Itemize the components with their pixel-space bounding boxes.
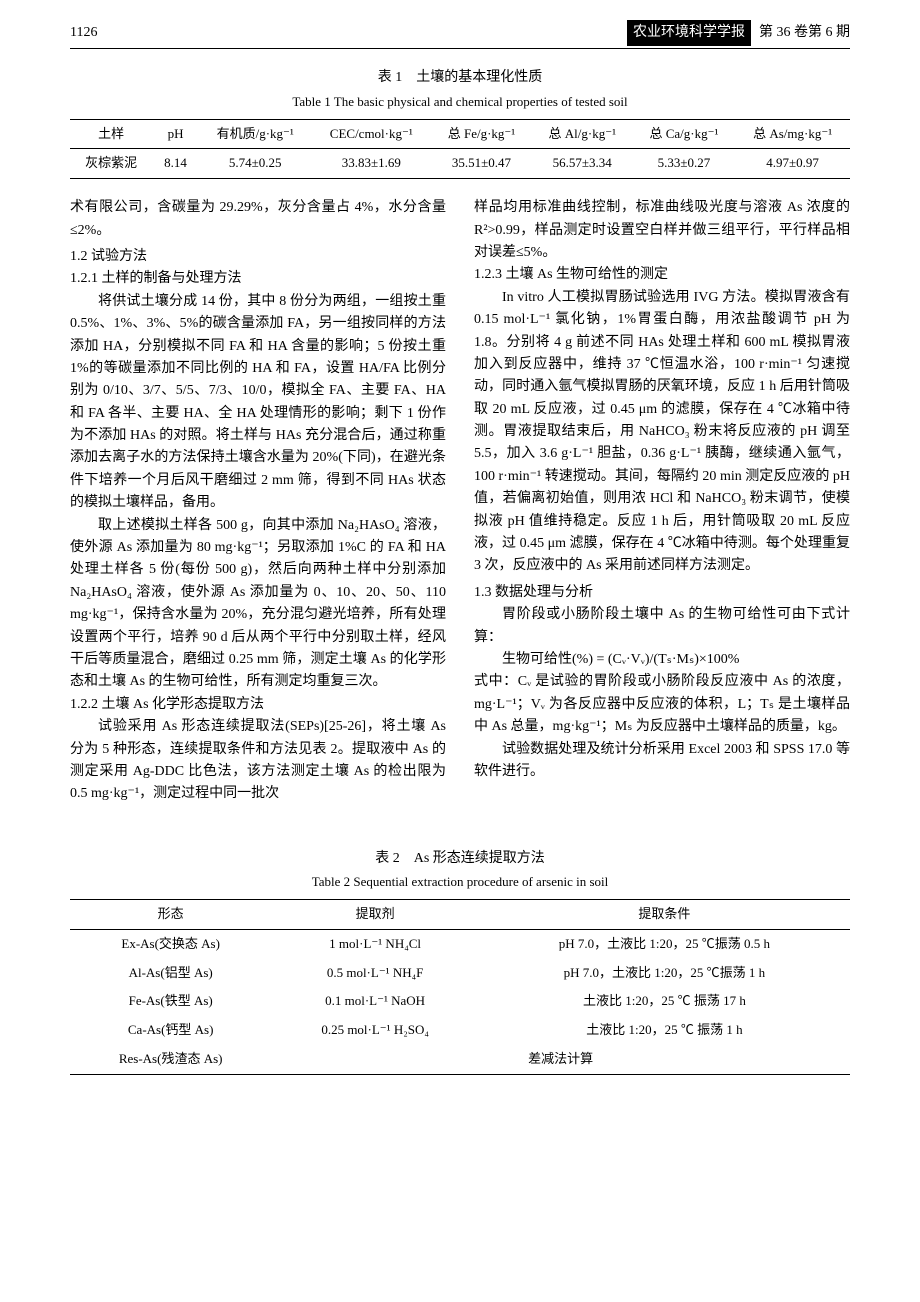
t2r4c0: Res-As(残渣态 As): [70, 1045, 271, 1074]
heading-1-3: 1.3 数据处理与分析: [474, 582, 850, 604]
page-header: 1126 农业环境科学学报 第 36 卷第 6 期: [70, 20, 850, 49]
issue-label: 第 36 卷第 6 期: [759, 22, 850, 44]
journal-block: 农业环境科学学报 第 36 卷第 6 期: [627, 20, 850, 46]
l-p4: 试验采用 As 形态连续提取法(SEPs)[25-26]，将土壤 As 分为 5…: [70, 716, 446, 806]
table-row: Ex-As(交换态 As) 1 mol·L⁻¹ NH₄Cl pH 7.0，土液比…: [70, 929, 850, 958]
r-p3: 胃阶段或小肠阶段土壤中 As 的生物可给性可由下式计算：: [474, 604, 850, 649]
t2r1c2: pH 7.0，土液比 1:20，25 ℃振荡 1 h: [479, 959, 850, 988]
t2r2c1: 0.1 mol·L⁻¹ NaOH: [271, 987, 479, 1016]
table1: 土样 pH 有机质/g·kg⁻¹ CEC/cmol·kg⁻¹ 总 Fe/g·kg…: [70, 119, 850, 180]
left-column: 术有限公司，含碳量为 29.29%，灰分含量占 4%，水分含量≤2%。 1.2 …: [70, 197, 446, 806]
table1-row: 灰棕紫泥 8.14 5.74±0.25 33.83±1.69 35.51±0.4…: [70, 149, 850, 179]
page-number: 1126: [70, 22, 97, 44]
t2r0c0: Ex-As(交换态 As): [70, 929, 271, 958]
t2r0c1: 1 mol·L⁻¹ NH₄Cl: [271, 929, 479, 958]
t2r4c1: 差减法计算: [271, 1045, 850, 1074]
l-p3: 取上述模拟土样各 500 g，向其中添加 Na₂HAsO₄ 溶液，使外源 As …: [70, 515, 446, 694]
table-row: Ca-As(钙型 As) 0.25 mol·L⁻¹ H₂SO₄ 土液比 1:20…: [70, 1016, 850, 1045]
table1-c6: 5.33±0.27: [633, 149, 736, 179]
table-row: Al-As(铝型 As) 0.5 mol·L⁻¹ NH₄F pH 7.0，土液比…: [70, 959, 850, 988]
table2-h0: 形态: [70, 899, 271, 929]
table-row: Fe-As(铁型 As) 0.1 mol·L⁻¹ NaOH 土液比 1:20，2…: [70, 987, 850, 1016]
bioaccessibility-formula: 生物可给性(%) = (Cᵥ·Vᵥ)/(Tₛ·Mₛ)×100%: [474, 649, 850, 671]
table1-h2: 有机质/g·kg⁻¹: [199, 119, 312, 149]
table1-h0: 土样: [70, 119, 152, 149]
table1-h6: 总 Ca/g·kg⁻¹: [633, 119, 736, 149]
table2-caption-cn: 表 2 As 形态连续提取方法: [70, 848, 850, 870]
r-p4: 式中：Cᵥ 是试验的胃阶段或小肠阶段反应液中 As 的浓度，mg·L⁻¹；Vᵥ …: [474, 671, 850, 738]
table1-h7: 总 As/mg·kg⁻¹: [735, 119, 850, 149]
table1-c7: 4.97±0.97: [735, 149, 850, 179]
table2-caption-en: Table 2 Sequential extraction procedure …: [70, 872, 850, 893]
table1-c2: 5.74±0.25: [199, 149, 312, 179]
table1-c5: 56.57±3.34: [532, 149, 633, 179]
t2r0c2: pH 7.0，土液比 1:20，25 ℃振荡 0.5 h: [479, 929, 850, 958]
t2r2c0: Fe-As(铁型 As): [70, 987, 271, 1016]
table1-c0: 灰棕紫泥: [70, 149, 152, 179]
table1-h4: 总 Fe/g·kg⁻¹: [431, 119, 532, 149]
r-p1: 样品均用标准曲线控制，标准曲线吸光度与溶液 As 浓度的 R²>0.99，样品测…: [474, 197, 850, 264]
table1-block: 表 1 土壤的基本理化性质 Table 1 The basic physical…: [70, 67, 850, 179]
table1-caption-en: Table 1 The basic physical and chemical …: [70, 92, 850, 113]
table2: 形态 提取剂 提取条件 Ex-As(交换态 As) 1 mol·L⁻¹ NH₄C…: [70, 899, 850, 1075]
journal-name: 农业环境科学学报: [627, 20, 751, 46]
table1-h5: 总 Al/g·kg⁻¹: [532, 119, 633, 149]
heading-1-2-1: 1.2.1 土样的制备与处理方法: [70, 268, 446, 290]
table2-h1: 提取剂: [271, 899, 479, 929]
right-column: 样品均用标准曲线控制，标准曲线吸光度与溶液 As 浓度的 R²>0.99，样品测…: [474, 197, 850, 806]
r-p2: In vitro 人工模拟胃肠试验选用 IVG 方法。模拟胃液含有 0.15 m…: [474, 287, 850, 578]
t2r3c0: Ca-As(钙型 As): [70, 1016, 271, 1045]
l-p1: 术有限公司，含碳量为 29.29%，灰分含量占 4%，水分含量≤2%。: [70, 197, 446, 242]
heading-1-2: 1.2 试验方法: [70, 246, 446, 268]
heading-1-2-3: 1.2.3 土壤 As 生物可给性的测定: [474, 264, 850, 286]
t2r3c2: 土液比 1:20，25 ℃ 振荡 1 h: [479, 1016, 850, 1045]
table2-body: Ex-As(交换态 As) 1 mol·L⁻¹ NH₄Cl pH 7.0，土液比…: [70, 929, 850, 1074]
table1-c4: 35.51±0.47: [431, 149, 532, 179]
table2-header-row: 形态 提取剂 提取条件: [70, 899, 850, 929]
table1-h1: pH: [152, 119, 199, 149]
r-p5: 试验数据处理及统计分析采用 Excel 2003 和 SPSS 17.0 等软件…: [474, 739, 850, 784]
table1-h3: CEC/cmol·kg⁻¹: [312, 119, 432, 149]
table1-c3: 33.83±1.69: [312, 149, 432, 179]
table2-block: 表 2 As 形态连续提取方法 Table 2 Sequential extra…: [70, 848, 850, 1075]
t2r1c0: Al-As(铝型 As): [70, 959, 271, 988]
table1-c1: 8.14: [152, 149, 199, 179]
t2r3c1: 0.25 mol·L⁻¹ H₂SO₄: [271, 1016, 479, 1045]
t2r1c1: 0.5 mol·L⁻¹ NH₄F: [271, 959, 479, 988]
table1-header-row: 土样 pH 有机质/g·kg⁻¹ CEC/cmol·kg⁻¹ 总 Fe/g·kg…: [70, 119, 850, 149]
t2r2c2: 土液比 1:20，25 ℃ 振荡 17 h: [479, 987, 850, 1016]
l-p2: 将供试土壤分成 14 份，其中 8 份分为两组，一组按土重 0.5%、1%、3%…: [70, 291, 446, 515]
table2-h2: 提取条件: [479, 899, 850, 929]
table-row: Res-As(残渣态 As) 差减法计算: [70, 1045, 850, 1074]
table1-caption-cn: 表 1 土壤的基本理化性质: [70, 67, 850, 89]
body-columns: 术有限公司，含碳量为 29.29%，灰分含量占 4%，水分含量≤2%。 1.2 …: [70, 197, 850, 806]
heading-1-2-2: 1.2.2 土壤 As 化学形态提取方法: [70, 694, 446, 716]
